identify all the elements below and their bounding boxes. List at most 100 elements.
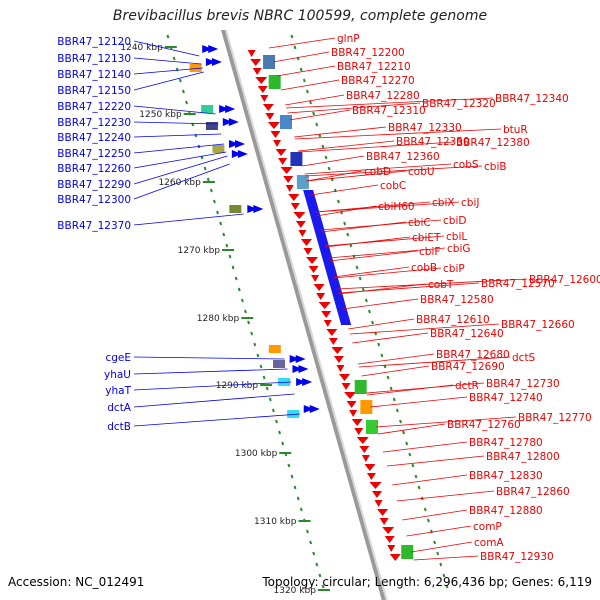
forward-track-line-dash bbox=[306, 529, 309, 534]
forward-gene-arrow bbox=[222, 118, 233, 126]
feature-tile bbox=[189, 64, 202, 72]
reverse-gene-label: comA bbox=[474, 537, 504, 549]
forward-gene-arrow bbox=[225, 105, 236, 113]
reverse-gene-label: BBR47_12580 bbox=[420, 294, 494, 306]
reverse-gene-label: comP bbox=[473, 521, 502, 533]
reverse-gene-arrow bbox=[313, 284, 325, 291]
forward-gene-label: BBR47_12240 bbox=[57, 132, 131, 144]
forward-gene-arrow bbox=[205, 58, 216, 66]
reverse-track-line-dash bbox=[368, 309, 371, 314]
reverse-track-line-dash bbox=[436, 551, 440, 556]
reverse-leader-line bbox=[304, 163, 452, 175]
forward-track-line-dash bbox=[181, 89, 185, 94]
forward-gene-arrow bbox=[247, 205, 258, 213]
forward-track-line-dash bbox=[234, 276, 238, 281]
forward-gene-arrow bbox=[309, 405, 320, 413]
reverse-leader-line bbox=[298, 141, 455, 153]
feature-tile bbox=[201, 105, 214, 113]
feature-tile bbox=[268, 75, 281, 89]
forward-leader-line bbox=[133, 57, 202, 65]
reverse-gene-arrow bbox=[290, 203, 300, 210]
reverse-leader-line bbox=[285, 97, 494, 109]
reverse-leader-line bbox=[306, 170, 407, 182]
reverse-gene-label: cbiB bbox=[484, 161, 507, 173]
reverse-gene-arrow bbox=[331, 347, 344, 354]
forward-track-line-dash bbox=[253, 342, 257, 347]
reverse-leader-line bbox=[361, 365, 430, 377]
reverse-track-line-dash bbox=[426, 518, 430, 523]
reverse-leader-line bbox=[392, 474, 468, 486]
forward-track-line-dash bbox=[312, 551, 316, 556]
reverse-track-line-dash bbox=[395, 408, 399, 413]
reverse-gene-label: dctS bbox=[512, 352, 536, 364]
forward-track-line-dash bbox=[275, 419, 278, 424]
reverse-gene-arrow bbox=[344, 392, 357, 399]
forward-leader-line bbox=[133, 413, 301, 427]
reverse-leader-line bbox=[272, 51, 330, 63]
reverse-leader-line bbox=[402, 509, 468, 521]
reverse-leader-line bbox=[285, 94, 345, 106]
reverse-gene-arrow bbox=[318, 302, 331, 309]
reverse-track-line-dash bbox=[321, 144, 325, 149]
reverse-gene-arrow bbox=[349, 410, 358, 417]
reverse-gene-arrow bbox=[252, 68, 262, 75]
reverse-leader-line bbox=[382, 441, 468, 453]
reverse-track-line-dash bbox=[349, 243, 353, 248]
reverse-gene-label: BBR47_12640 bbox=[430, 328, 504, 340]
forward-track-line-dash bbox=[268, 397, 272, 402]
reverse-leader-line bbox=[406, 525, 472, 537]
feature-tile bbox=[279, 115, 292, 129]
reverse-track-line-dash bbox=[389, 386, 393, 391]
reverse-gene-arrow bbox=[293, 212, 306, 219]
reverse-leader-line bbox=[276, 65, 336, 77]
reverse-gene-arrow bbox=[260, 95, 269, 102]
reverse-track-line-dash bbox=[355, 265, 359, 270]
highlight-block bbox=[303, 190, 352, 325]
forward-track-line-dash bbox=[278, 430, 282, 435]
forward-gene-label: dctA bbox=[107, 402, 132, 414]
forward-gene-arrow bbox=[298, 365, 309, 373]
reverse-gene-label: BBR47_12660 bbox=[501, 319, 575, 331]
reverse-gene-arrow bbox=[270, 131, 281, 138]
reverse-leader-line bbox=[302, 155, 365, 167]
reverse-leader-line bbox=[294, 126, 387, 138]
reverse-leader-line bbox=[280, 79, 340, 91]
forward-gene-arrow bbox=[253, 205, 264, 213]
forward-track-line-dash bbox=[296, 496, 300, 501]
forward-gene-label: BBR47_12140 bbox=[57, 69, 131, 81]
reverse-gene-arrow bbox=[384, 536, 395, 543]
reverse-gene-arrow bbox=[278, 158, 288, 165]
reverse-gene-arrow bbox=[369, 482, 382, 489]
feature-tile bbox=[263, 55, 276, 69]
reverse-leader-line bbox=[306, 170, 363, 182]
reverse-gene-label: BBR47_12860 bbox=[496, 486, 570, 498]
reverse-track-line bbox=[290, 34, 449, 589]
forward-track-line-dash bbox=[240, 298, 244, 303]
reverse-gene-label: BBR47_12760 bbox=[447, 419, 521, 431]
reverse-track-line-dash bbox=[327, 166, 331, 171]
reverse-track-line-dash bbox=[392, 397, 396, 402]
kbp-tick-label: 1240 kbp bbox=[120, 43, 163, 53]
reverse-track-line-dash bbox=[414, 474, 418, 479]
reverse-gene-arrow bbox=[389, 554, 401, 561]
forward-gene-label: BBR47_12370 bbox=[57, 220, 131, 232]
reverse-leader-line bbox=[320, 221, 407, 233]
reverse-track-line-dash bbox=[430, 529, 433, 534]
reverse-gene-arrow bbox=[285, 185, 294, 192]
kbp-tick-label: 1270 kbp bbox=[178, 246, 221, 256]
forward-track-line-dash bbox=[212, 199, 216, 204]
reverse-gene-arrow bbox=[372, 491, 383, 498]
reverse-leader-line bbox=[348, 318, 415, 330]
reverse-leader-line bbox=[366, 382, 485, 394]
reverse-gene-label: BBR47_12280 bbox=[346, 90, 420, 102]
reverse-leader-line bbox=[358, 353, 435, 365]
forward-gene-label: BBR47_12260 bbox=[57, 163, 131, 175]
reverse-track-line-dash bbox=[442, 573, 446, 578]
forward-track-line-dash bbox=[250, 331, 254, 336]
forward-track-line-dash bbox=[309, 540, 313, 545]
reverse-track-line-dash bbox=[411, 463, 415, 468]
forward-leader-line bbox=[133, 143, 225, 154]
feature-tile bbox=[360, 400, 373, 414]
forward-track-line-dash bbox=[209, 188, 213, 193]
feature-tile bbox=[296, 175, 309, 189]
